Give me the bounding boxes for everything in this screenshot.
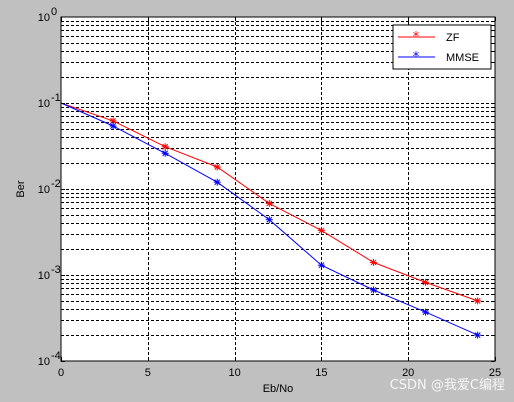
y-tick-exponent: -4 — [51, 350, 61, 362]
marker-stroke — [162, 150, 169, 157]
series-zf-point — [422, 278, 430, 286]
marker-stroke — [422, 309, 429, 316]
x-tick-label: 20 — [402, 367, 414, 379]
series-mmse-point — [265, 216, 273, 224]
series-mmse-point — [109, 122, 117, 130]
y-tick-label: 10 — [38, 12, 50, 24]
watermark: CSDN @我爱C编程 — [390, 378, 505, 393]
series-mmse-point — [422, 308, 430, 316]
legend-zf-marker: * — [413, 30, 420, 45]
series-zf-point — [474, 297, 482, 305]
marker-stroke — [370, 259, 377, 266]
legend-mmse-marker: * — [413, 50, 420, 65]
marker-stroke — [474, 297, 481, 304]
legend: * ZF * MMSE — [392, 24, 492, 70]
series-zf-point — [213, 163, 221, 171]
series-zf-point — [161, 143, 169, 151]
marker-stroke — [110, 123, 117, 129]
y-tick-exponent: -3 — [51, 264, 61, 276]
marker-stroke — [266, 216, 273, 223]
series-mmse-point — [369, 286, 377, 294]
series-mmse-point — [213, 178, 221, 186]
y-tick-exponent: -2 — [51, 178, 61, 190]
y-tick-exponent: 0 — [51, 6, 57, 18]
x-axis-label: Eb/No — [263, 383, 294, 395]
x-tick-label: 10 — [228, 367, 240, 379]
series-zf-point — [265, 199, 273, 207]
marker-stroke — [214, 179, 221, 186]
series-layer — [60, 102, 482, 339]
legend-box — [392, 24, 492, 70]
y-tick-label: 10 — [38, 98, 50, 110]
series-zf-point — [317, 226, 325, 234]
x-tick-label: 5 — [145, 367, 151, 379]
marker-stroke — [214, 164, 221, 171]
marker-stroke — [110, 117, 117, 124]
y-tick-label: 10 — [38, 270, 50, 282]
series-mmse-point — [317, 261, 325, 269]
marker-stroke — [370, 287, 377, 293]
marker-stroke — [474, 332, 481, 339]
marker-stroke — [422, 279, 429, 286]
series-mmse-point — [474, 331, 482, 339]
y-tick-label: 10 — [38, 356, 50, 368]
marker-stroke — [318, 262, 325, 269]
legend-zf-label: ZF — [446, 32, 460, 44]
marker-stroke — [266, 200, 273, 207]
marker-stroke — [318, 227, 325, 234]
y-tick-exponent: -1 — [51, 92, 61, 104]
series-zf-point — [369, 258, 377, 266]
marker-stroke — [162, 143, 169, 150]
y-axis-label: Ber — [15, 180, 27, 197]
x-tick-label: 25 — [489, 367, 501, 379]
series-mmse-point — [161, 149, 169, 157]
legend-mmse-label: MMSE — [446, 52, 479, 64]
y-tick-label: 10 — [38, 184, 50, 196]
x-tick-label: 0 — [58, 367, 64, 379]
x-tick-label: 15 — [315, 367, 327, 379]
